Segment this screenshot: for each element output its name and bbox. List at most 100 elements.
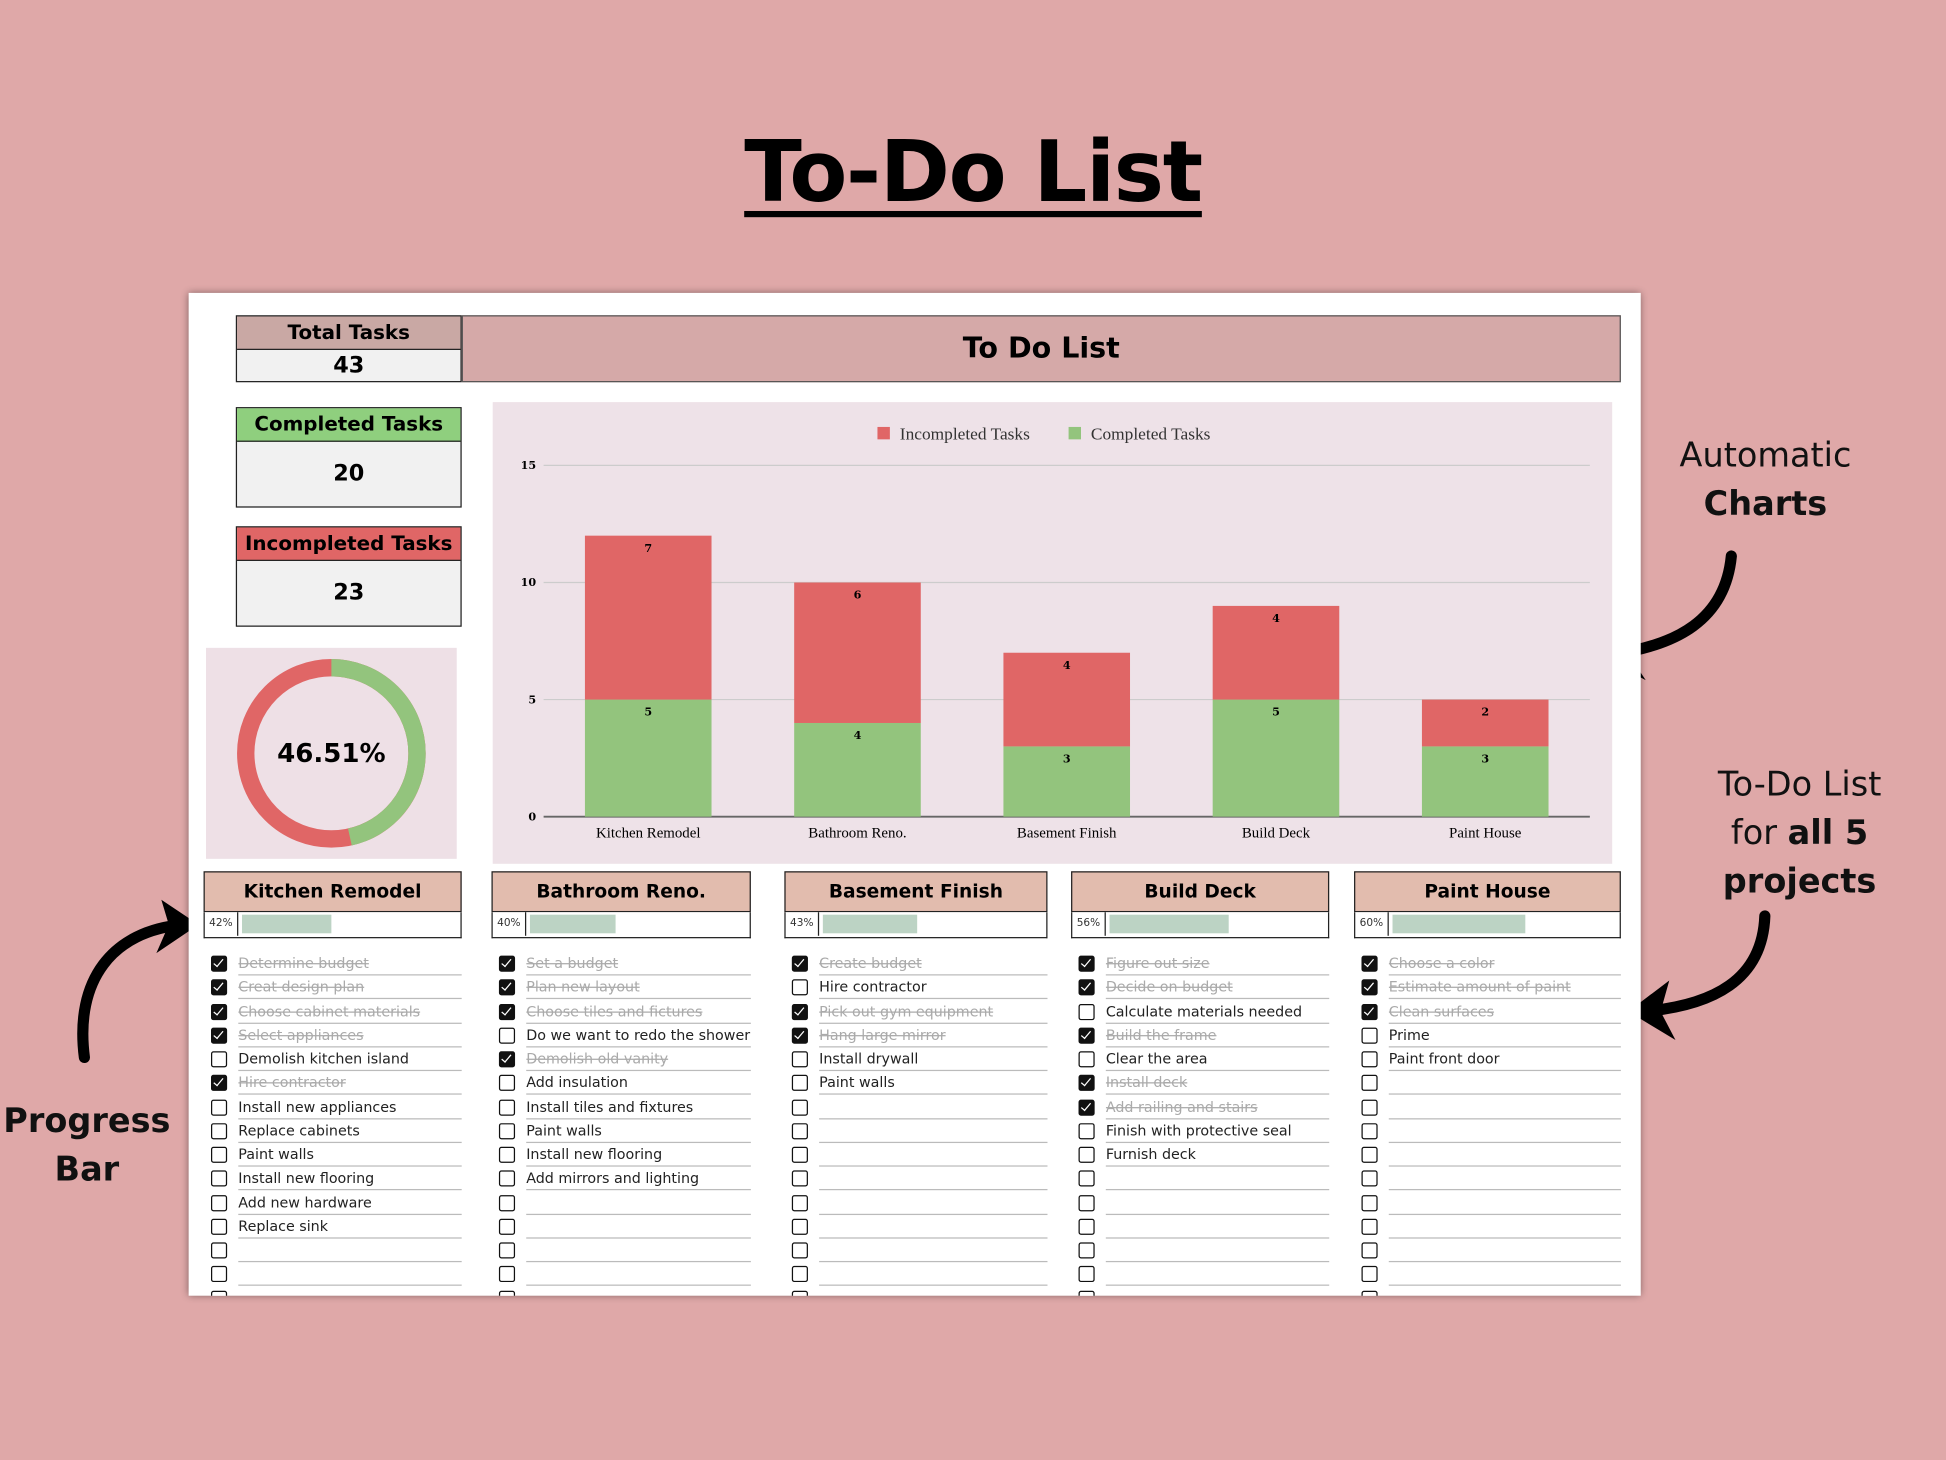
task-text[interactable]: Choose a color — [1388, 953, 1621, 976]
task-text[interactable]: Do we want to redo the shower? — [526, 1025, 751, 1048]
task-text[interactable] — [526, 1288, 751, 1296]
task-checkbox[interactable] — [498, 1051, 516, 1068]
task-text[interactable] — [819, 1264, 1048, 1287]
task-checkbox[interactable] — [498, 1242, 516, 1259]
task-text[interactable] — [238, 1240, 462, 1263]
task-checkbox[interactable] — [791, 1003, 808, 1020]
task-checkbox[interactable] — [1361, 1170, 1378, 1187]
task-checkbox[interactable] — [1361, 1290, 1378, 1296]
task-text[interactable] — [1105, 1216, 1330, 1239]
task-checkbox[interactable] — [210, 1290, 228, 1296]
task-text[interactable]: Demolish old vanity — [526, 1049, 751, 1072]
task-text[interactable] — [1389, 1288, 1621, 1296]
task-text[interactable]: Create budget — [819, 953, 1048, 976]
task-text[interactable] — [1105, 1192, 1330, 1215]
task-checkbox[interactable] — [498, 1170, 516, 1187]
task-text[interactable] — [1388, 1264, 1621, 1287]
task-checkbox[interactable] — [791, 1290, 808, 1296]
task-text[interactable]: Calculate materials needed — [1105, 1001, 1330, 1024]
task-checkbox[interactable] — [210, 1051, 228, 1068]
task-checkbox[interactable] — [1078, 1242, 1095, 1259]
task-text[interactable] — [1105, 1264, 1330, 1287]
task-text[interactable]: Paint walls — [238, 1144, 462, 1167]
task-text[interactable] — [1388, 1120, 1621, 1143]
task-checkbox[interactable] — [791, 1170, 808, 1187]
task-text[interactable]: Install tiles and fixtures — [526, 1097, 751, 1119]
task-checkbox[interactable] — [1361, 1003, 1378, 1020]
task-text[interactable]: Replace sink — [238, 1216, 462, 1239]
task-checkbox[interactable] — [210, 979, 228, 996]
task-text[interactable]: Clear the area — [1105, 1049, 1330, 1072]
task-checkbox[interactable] — [210, 1122, 228, 1140]
task-text[interactable]: Install new flooring — [238, 1168, 462, 1191]
task-checkbox[interactable] — [791, 1266, 808, 1283]
task-text[interactable]: Add mirrors and lighting — [526, 1168, 751, 1191]
task-checkbox[interactable] — [1361, 1027, 1378, 1044]
task-checkbox[interactable] — [791, 1051, 808, 1068]
task-text[interactable] — [819, 1216, 1048, 1239]
task-text[interactable]: Clean surfaces — [1388, 1001, 1621, 1024]
task-text[interactable]: Finish with protective seal — [1105, 1120, 1330, 1143]
task-text[interactable]: Paint front door — [1388, 1049, 1621, 1072]
task-text[interactable] — [819, 1120, 1048, 1143]
task-text[interactable] — [1388, 1240, 1621, 1263]
task-text[interactable]: Plan new layout — [526, 977, 751, 1000]
task-text[interactable]: Add new hardware — [238, 1192, 462, 1215]
task-checkbox[interactable] — [1078, 1003, 1095, 1020]
task-text[interactable]: Select appliances — [238, 1025, 462, 1048]
task-text[interactable] — [238, 1288, 461, 1296]
task-checkbox[interactable] — [498, 1194, 516, 1211]
task-checkbox[interactable] — [1078, 1098, 1095, 1116]
task-checkbox[interactable] — [210, 1075, 228, 1092]
task-text[interactable] — [819, 1168, 1048, 1191]
task-checkbox[interactable] — [210, 1218, 228, 1235]
task-checkbox[interactable] — [1361, 1122, 1378, 1140]
task-checkbox[interactable] — [1361, 1075, 1378, 1092]
task-checkbox[interactable] — [791, 1194, 808, 1211]
task-checkbox[interactable] — [1078, 1146, 1095, 1163]
task-checkbox[interactable] — [1078, 1290, 1095, 1296]
task-checkbox[interactable] — [1361, 979, 1378, 996]
task-text[interactable]: Pick out gym equipment — [819, 1001, 1048, 1024]
task-checkbox[interactable] — [1078, 1266, 1095, 1283]
task-checkbox[interactable] — [1361, 1146, 1378, 1163]
task-text[interactable] — [819, 1288, 1047, 1296]
task-text[interactable] — [1388, 1192, 1621, 1215]
task-checkbox[interactable] — [1078, 955, 1095, 972]
task-text[interactable]: Figure out size — [1105, 953, 1330, 976]
task-text[interactable] — [1388, 1216, 1621, 1239]
task-text[interactable]: Paint walls — [819, 1073, 1048, 1095]
task-checkbox[interactable] — [210, 1003, 228, 1020]
task-text[interactable] — [1388, 1168, 1621, 1191]
task-checkbox[interactable] — [210, 1146, 228, 1163]
task-checkbox[interactable] — [1361, 1051, 1378, 1068]
task-text[interactable]: Add railing and stairs — [1105, 1097, 1330, 1119]
task-text[interactable] — [1105, 1240, 1330, 1263]
task-text[interactable]: Choose tiles and fictures — [526, 1001, 751, 1024]
task-checkbox[interactable] — [210, 955, 228, 972]
task-text[interactable]: Estimate amount of paint — [1388, 977, 1621, 1000]
task-text[interactable]: Build the frame — [1105, 1025, 1330, 1048]
task-text[interactable] — [526, 1192, 751, 1215]
task-checkbox[interactable] — [791, 1146, 808, 1163]
task-checkbox[interactable] — [498, 1290, 516, 1296]
task-text[interactable] — [526, 1264, 751, 1287]
task-checkbox[interactable] — [498, 1266, 516, 1283]
task-checkbox[interactable] — [498, 1146, 516, 1163]
task-checkbox[interactable] — [1078, 1170, 1095, 1187]
task-text[interactable] — [1105, 1168, 1330, 1191]
task-checkbox[interactable] — [1078, 1218, 1095, 1235]
task-checkbox[interactable] — [791, 1027, 808, 1044]
task-checkbox[interactable] — [210, 1170, 228, 1187]
task-text[interactable]: Install new flooring — [526, 1144, 751, 1167]
task-text[interactable]: Determine budget — [238, 953, 462, 976]
task-text[interactable]: Choose cabinet materials — [238, 1001, 462, 1024]
task-checkbox[interactable] — [1361, 1266, 1378, 1283]
task-text[interactable]: Prime — [1388, 1025, 1621, 1048]
task-checkbox[interactable] — [1078, 1122, 1095, 1140]
task-text[interactable] — [526, 1240, 751, 1263]
task-text[interactable]: Hire contractor — [819, 977, 1048, 1000]
task-text[interactable] — [526, 1216, 751, 1239]
task-text[interactable]: Set a budget — [526, 953, 751, 976]
task-text[interactable] — [238, 1264, 462, 1287]
